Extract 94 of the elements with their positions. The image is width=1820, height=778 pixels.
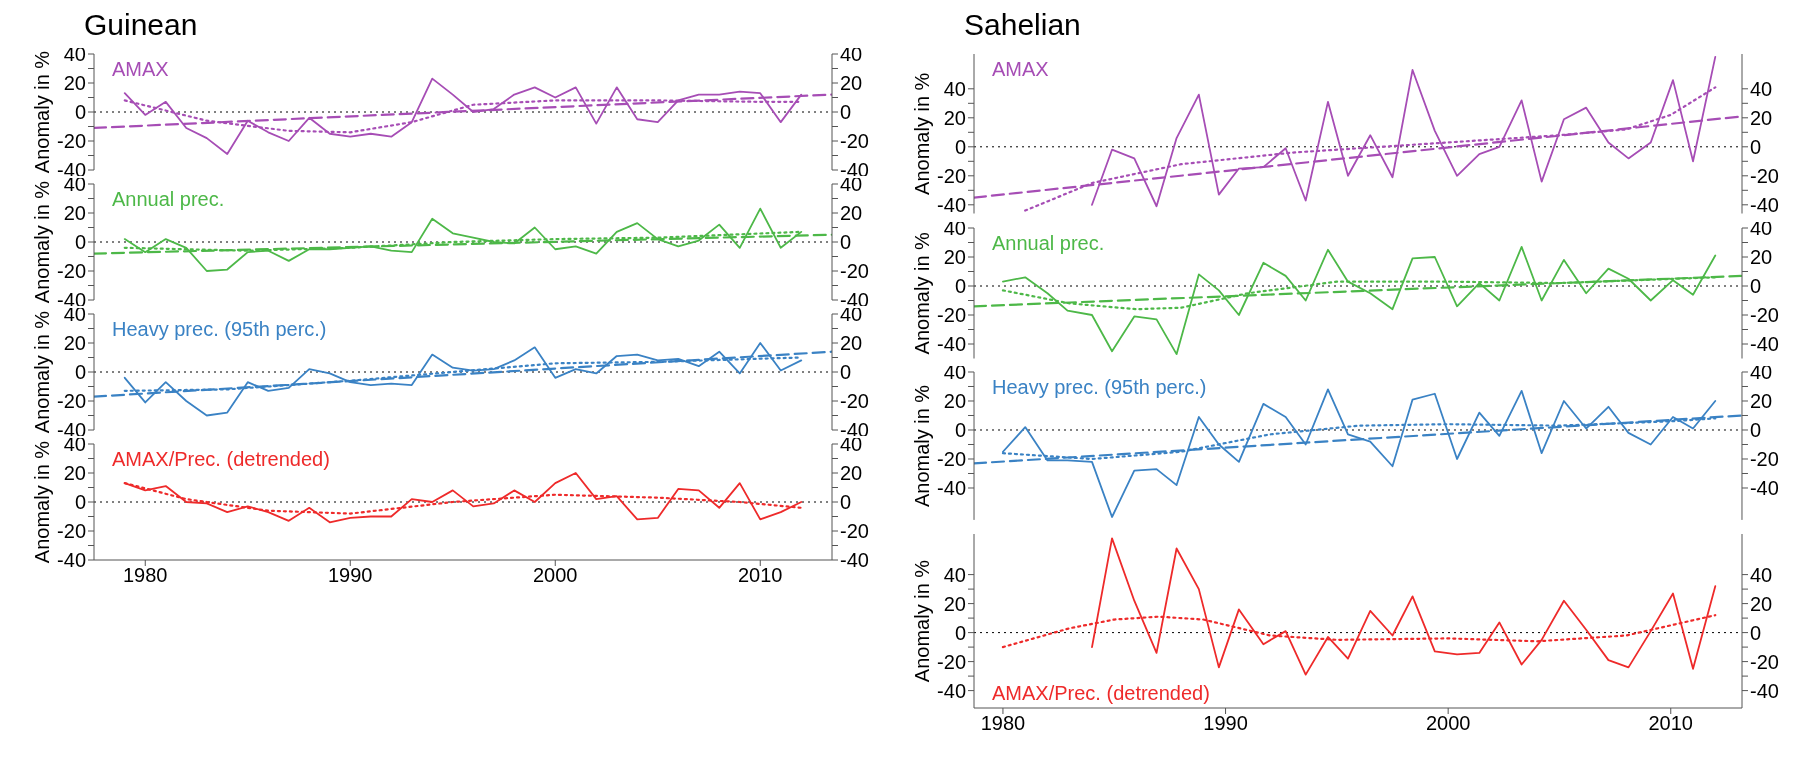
x-tick-label: 2010 [1648, 712, 1694, 735]
y-axis-title: Anomaly in % [911, 384, 934, 508]
y-tick-label: 0 [954, 135, 966, 158]
y2-tick-label: -20 [840, 390, 869, 413]
series-label: Heavy prec. (95th perc.) [992, 376, 1207, 399]
y2-tick-label: 0 [1750, 274, 1762, 297]
y2-tick-label: 20 [840, 72, 863, 95]
y-tick-label: 20 [943, 106, 966, 129]
y-tick-label: -20 [937, 650, 966, 673]
x-tick-label: 1980 [123, 564, 168, 587]
y-axis-title: Anomaly in % [911, 231, 934, 354]
y-tick-label: 0 [74, 491, 86, 514]
x-tick-label: 2000 [533, 564, 578, 587]
y2-tick-label: -20 [1750, 650, 1779, 673]
y2-tick-label: -40 [1750, 332, 1779, 355]
series-label: Annual prec. [992, 231, 1105, 255]
y2-tick-label: 20 [840, 202, 863, 225]
y-tick-label: 20 [63, 462, 86, 485]
series-label: AMAX [112, 58, 169, 81]
y2-tick-label: 0 [1750, 621, 1762, 644]
x-tick-label: 2010 [738, 564, 783, 587]
y-axis-title: Anomaly in % [31, 50, 54, 174]
y2-tick-label: 0 [1750, 135, 1762, 158]
y-tick-label: 40 [943, 216, 966, 239]
y2-tick-label: 0 [840, 491, 852, 514]
y-axis-title: Anomaly in % [31, 440, 54, 564]
y-tick-label: 0 [74, 361, 86, 384]
y2-tick-label: 0 [840, 361, 852, 384]
y-tick-label: 40 [943, 361, 967, 384]
y-tick-label: -20 [57, 520, 86, 543]
y-tick-label: 0 [74, 101, 86, 124]
y-axis-title: Anomaly in % [31, 180, 54, 304]
y-tick-label: -40 [937, 477, 967, 500]
y-tick-label: -40 [57, 549, 86, 572]
y-tick-label: -20 [57, 260, 86, 283]
y2-tick-label: -40 [1750, 193, 1779, 216]
y2-tick-label: 20 [1750, 106, 1773, 129]
x-tick-label: 2000 [1425, 712, 1471, 735]
y-tick-label: 40 [63, 43, 86, 66]
text: AMAX [992, 58, 1049, 81]
y-tick-label: -40 [937, 679, 966, 702]
y-tick-label: 20 [943, 390, 967, 413]
y-tick-label: 20 [63, 202, 86, 225]
y2-tick-label: -20 [1749, 448, 1779, 471]
y2-tick-label: -20 [840, 520, 869, 543]
y2-tick-label: 40 [1750, 563, 1773, 586]
y-tick-label: -20 [937, 303, 966, 326]
series-label: Annual prec. [112, 188, 225, 211]
y-tick-label: 0 [954, 419, 967, 442]
y2-tick-label: -40 [840, 549, 869, 572]
y-tick-label: 20 [63, 72, 86, 95]
y-tick-label: -20 [937, 448, 967, 471]
chart-title: Sahelian [964, 8, 1082, 43]
y2-tick-label: -40 [1750, 679, 1779, 702]
y-tick-label: -40 [937, 332, 966, 355]
series-label: AMAX/Prec. (detrended) [992, 681, 1210, 705]
y-tick-label: 20 [63, 332, 86, 355]
y2-tick-label: 0 [1749, 419, 1762, 442]
chart-title: Guinean [84, 8, 198, 41]
y-tick-label: 20 [943, 592, 966, 615]
y2-tick-label: -20 [840, 130, 869, 153]
y2-tick-label: 20 [840, 462, 863, 485]
y2-tick-label: 40 [1749, 361, 1773, 384]
x-tick-label: 1980 [980, 712, 1026, 735]
series-label: Heavy prec. (95th perc.) [112, 318, 327, 341]
y-tick-label: -40 [937, 193, 966, 216]
y-tick-label: 0 [954, 274, 966, 297]
y2-tick-label: 20 [1749, 390, 1773, 413]
y-tick-label: 40 [943, 563, 966, 586]
y2-tick-label: 40 [840, 43, 863, 66]
y2-tick-label: 40 [1750, 77, 1773, 100]
y-tick-label: 0 [74, 231, 86, 254]
y-tick-label: 40 [943, 77, 966, 100]
series-label: AMAX/Prec. (detrended) [112, 448, 330, 471]
y-axis-title: Anomaly in % [911, 72, 934, 195]
y-tick-label: -20 [57, 130, 86, 153]
x-tick-label: 1990 [1203, 712, 1248, 735]
y-tick-label: 20 [943, 245, 966, 268]
y2-tick-label: 20 [1750, 592, 1773, 615]
y-axis-title: Anomaly in % [31, 310, 54, 434]
y2-tick-label: -20 [1750, 164, 1779, 187]
x-tick-label: 1990 [328, 564, 373, 587]
y-tick-label: -20 [57, 390, 86, 413]
y-tick-label: -20 [937, 164, 966, 187]
y2-tick-label: 0 [840, 101, 852, 124]
y2-tick-label: 0 [840, 231, 852, 254]
y2-tick-label: -20 [840, 260, 869, 283]
y-axis-title: Anomaly in % [911, 559, 934, 683]
y2-tick-label: -40 [1749, 477, 1779, 500]
y2-tick-label: 20 [840, 332, 863, 355]
y-tick-label: 0 [954, 621, 966, 644]
y2-tick-label: 20 [1750, 245, 1773, 268]
y2-tick-label: 40 [1750, 216, 1773, 239]
y2-tick-label: -20 [1750, 303, 1779, 326]
